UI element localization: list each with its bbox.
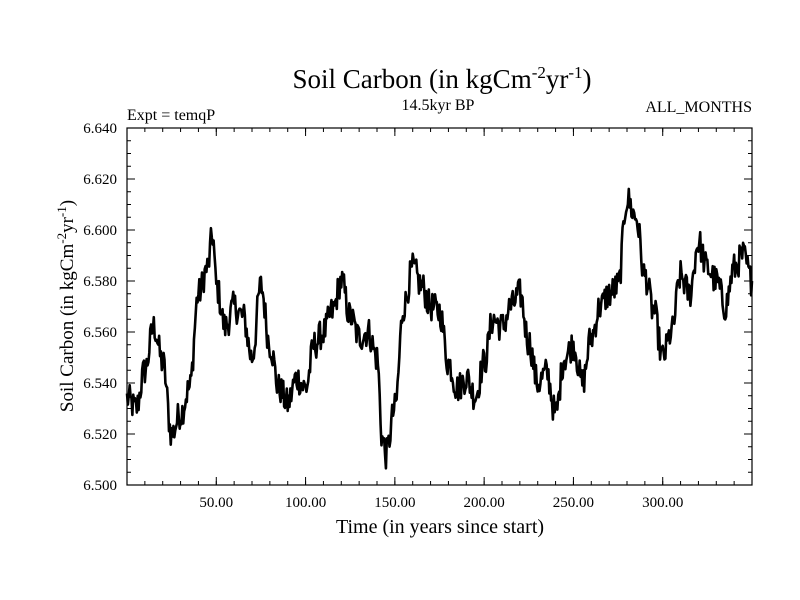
x-tick-label: 300.00 — [642, 495, 683, 511]
x-tick-label: 200.00 — [464, 495, 505, 511]
chart-subtitle: 14.5kyr BP — [402, 97, 475, 114]
series-line-soil-carbon — [125, 187, 754, 470]
y-tick-label: 6.600 — [83, 223, 117, 239]
y-tick-label: 6.500 — [83, 478, 117, 494]
y-tick-label: 6.540 — [83, 376, 117, 392]
y-axis-label: Soil Carbon (in kgCm-2yr-1) — [54, 200, 78, 412]
y-tick-label: 6.620 — [83, 172, 117, 188]
x-tick-label: 150.00 — [374, 495, 415, 511]
y-tick-label: 6.520 — [83, 427, 117, 443]
period-label: ALL_MONTHS — [645, 99, 752, 116]
x-tick-label: 250.00 — [553, 495, 594, 511]
x-tick-label: 100.00 — [285, 495, 326, 511]
y-tick-label: 6.560 — [83, 325, 117, 341]
axis-ticks: 6.500 6.520 6.540 6.560 6.580 6.600 6.620 6.640… — [83, 121, 752, 511]
chart-title: Soil Carbon (in kgCm-2yr-1) — [292, 63, 591, 94]
y-tick-label: 6.640 — [83, 121, 117, 137]
y-tick-label: 6.580 — [83, 274, 117, 290]
x-tick-label: 50.00 — [199, 495, 233, 511]
x-axis-label: Time (in years since start) — [336, 516, 544, 538]
experiment-label: Expt = temqP — [127, 107, 215, 124]
